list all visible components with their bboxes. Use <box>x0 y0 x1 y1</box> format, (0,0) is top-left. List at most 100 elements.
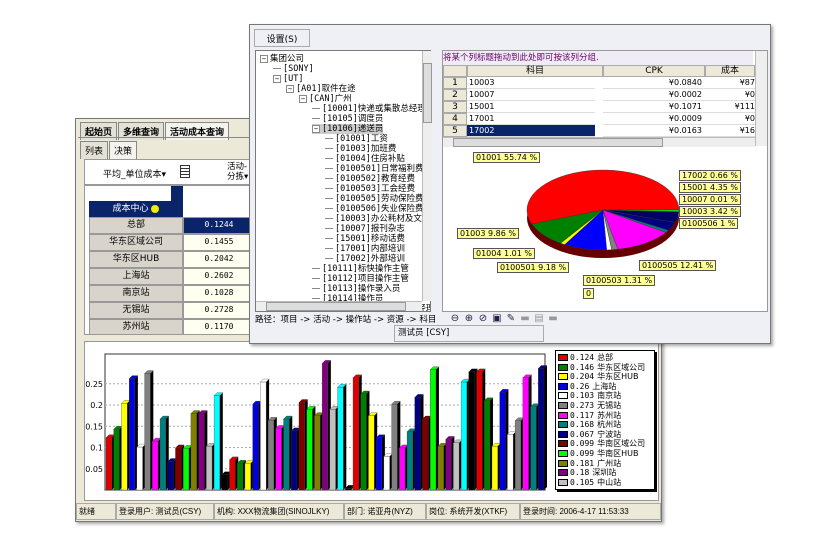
row-header[interactable]: 华东区HUB <box>89 251 183 268</box>
row-header[interactable]: 总部 <box>89 217 183 234</box>
tree-node[interactable]: − [UT] <box>273 74 303 84</box>
cost-cell[interactable]: ¥0 <box>705 89 755 101</box>
measure-dropdown[interactable]: 平均_单位成本▾ <box>103 170 167 180</box>
subject-cell[interactable]: 17002 <box>467 125 595 137</box>
tree-node-label: [15001]移动话费 <box>335 234 405 244</box>
tree-node[interactable]: [10001]快递或集散总经理 <box>312 104 426 114</box>
row-number[interactable]: 5 <box>443 125 467 137</box>
column-header[interactable]: 成本 <box>705 65 755 77</box>
dimension-dropdown[interactable]: 活动- 分拣▾ <box>227 162 248 182</box>
tree-node[interactable]: − [CAN]广州 <box>299 94 352 104</box>
tree-node[interactable]: [17002]外部培训 <box>325 254 405 264</box>
row-header[interactable]: 苏州站 <box>89 319 183 334</box>
value-cell[interactable]: 0.1028 <box>183 285 253 302</box>
cpk-cell[interactable]: ¥0.0840 <box>603 77 705 89</box>
tree-node[interactable]: [0100501]日常福利费 <box>325 164 424 174</box>
row-number[interactable]: 1 <box>443 77 467 89</box>
value-cell[interactable]: 0.1455 <box>183 234 253 251</box>
collapse-icon[interactable]: − <box>299 94 307 103</box>
column-header[interactable]: CPK <box>603 65 705 77</box>
tree-node[interactable]: [0100502]教育经费 <box>325 174 415 184</box>
legend-name: 广州站 <box>597 458 622 468</box>
row-dimension-header[interactable]: 成本中心 <box>89 201 183 217</box>
tree-node[interactable]: [10003]办公耗材及文具 <box>325 214 430 224</box>
value-cell[interactable]: 0.2042 <box>183 251 253 268</box>
subject-cell[interactable]: 10003 <box>467 77 595 89</box>
tree-vertical-scrollbar[interactable] <box>422 51 432 301</box>
value-cell[interactable]: 0.1170 <box>183 319 253 334</box>
subject-cell[interactable]: 10007 <box>467 89 595 101</box>
cpk-cell[interactable]: ¥0.0009 <box>603 113 705 125</box>
tree-node[interactable]: [10113]操作录入员 <box>312 284 400 294</box>
collapse-icon[interactable]: − <box>260 54 268 63</box>
tab-0[interactable]: 起始页 <box>80 122 118 140</box>
row-number[interactable]: 4 <box>443 113 467 125</box>
bar-chart-legend: 0.124 总部 0.146 华东区域公司 0.204 华东区HUB 0.26 上海站 0.10… <box>555 350 655 490</box>
value-cell[interactable]: 0.1244 <box>183 217 253 234</box>
collapse-icon[interactable]: − <box>312 124 320 133</box>
collapse-icon[interactable]: − <box>273 74 281 83</box>
tree-node[interactable]: [01003]加班费 <box>325 144 396 154</box>
tree-node[interactable]: [0100505]劳动保险费 <box>325 194 424 204</box>
document-icon[interactable] <box>180 165 190 178</box>
cost-cell[interactable]: ¥16 <box>705 125 755 137</box>
row-header[interactable]: 上海站 <box>89 268 183 285</box>
value-cell[interactable]: 0.2728 <box>183 302 253 319</box>
bar <box>136 446 143 491</box>
tree-line <box>312 298 320 299</box>
tree-node[interactable]: − [10106]递送员 <box>312 124 384 134</box>
row-number[interactable]: 2 <box>443 89 467 101</box>
row-header[interactable]: 无锡站 <box>89 302 183 319</box>
cpk-cell[interactable]: ¥0.0163 <box>603 125 705 137</box>
collapse-icon[interactable]: − <box>286 84 294 93</box>
tree-node[interactable]: − [A01]取件在途 <box>286 84 356 94</box>
print-icon[interactable]: ▬ <box>520 313 530 324</box>
pie-label: 0100501 9.18 % <box>497 262 570 273</box>
printer-icon[interactable]: ▬ <box>548 313 558 324</box>
tab-2[interactable]: 活动成本查询 <box>165 122 230 140</box>
tree-node[interactable]: [0100503]工会经费 <box>325 184 415 194</box>
bar <box>337 387 344 491</box>
cpk-cell[interactable]: ¥0.0002 <box>603 89 705 101</box>
tree-node[interactable]: [10112]项目操作主管 <box>312 274 409 284</box>
tree-node[interactable]: [01004]住房补贴 <box>325 154 405 164</box>
tree-node[interactable]: [17001]内部培训 <box>325 244 405 254</box>
tree-node[interactable]: − 集团公司 <box>260 54 304 64</box>
grid-vertical-scrollbar[interactable] <box>755 51 767 146</box>
tree-node[interactable]: [10114]操作员 <box>312 294 383 304</box>
print-preview-icon[interactable]: ▤ <box>534 313 544 324</box>
value-cell[interactable]: 0.2602 <box>183 268 253 285</box>
tree-node[interactable]: [01001]工资 <box>325 134 388 144</box>
subtab-1[interactable]: 决策 <box>109 141 138 159</box>
subject-cell[interactable]: 15001 <box>467 101 595 113</box>
settings-menu-button[interactable]: 设置(S) <box>254 29 310 47</box>
tree-horizontal-scrollbar[interactable] <box>256 301 422 311</box>
tab-1[interactable]: 多维查询 <box>118 122 165 140</box>
cost-cell[interactable]: ¥87 <box>705 77 755 89</box>
row-header[interactable]: 华东区域公司 <box>89 234 183 251</box>
tree-node-label: [10112]项目操作主管 <box>322 274 409 284</box>
row-number[interactable]: 3 <box>443 101 467 113</box>
tree-node[interactable]: [15001]移动话费 <box>325 234 405 244</box>
cpk-cell[interactable]: ¥0.1071 <box>603 101 705 113</box>
zoom-reset-icon[interactable]: ⊘ <box>478 313 488 324</box>
cost-tree[interactable]: − 集团公司 [SONY] − [UT] − [A01]取件在途 − [CAN]广州 [10001… <box>255 50 431 312</box>
subject-cell[interactable]: 17001 <box>467 113 595 125</box>
zoom-out-icon[interactable]: ⊖ <box>450 313 460 324</box>
edit-chart-icon[interactable]: ✎ <box>506 313 516 324</box>
column-header[interactable]: 科目 <box>467 65 603 77</box>
tree-node[interactable]: [10007]报刊杂志 <box>325 224 405 234</box>
cost-cell[interactable]: ¥111 <box>705 101 755 113</box>
subtab-0[interactable]: 列表 <box>80 141 109 159</box>
tree-node[interactable]: [10105]调度员 <box>312 114 383 124</box>
tree-node-label: [10113]操作录入员 <box>322 284 401 294</box>
zoom-in-icon[interactable]: ⊕ <box>464 313 474 324</box>
tree-node[interactable]: [10111]标快操作主管 <box>312 264 409 274</box>
expand-icon[interactable] <box>151 204 160 213</box>
tree-node[interactable]: [SONY] <box>273 64 314 74</box>
tree-node[interactable]: [0100506]失业保险费 <box>325 204 424 214</box>
copy-icon[interactable]: ▣ <box>492 313 502 324</box>
cost-cell[interactable]: ¥0 <box>705 113 755 125</box>
grid-horizontal-scrollbar[interactable] <box>443 137 755 147</box>
row-header[interactable]: 南京站 <box>89 285 183 302</box>
